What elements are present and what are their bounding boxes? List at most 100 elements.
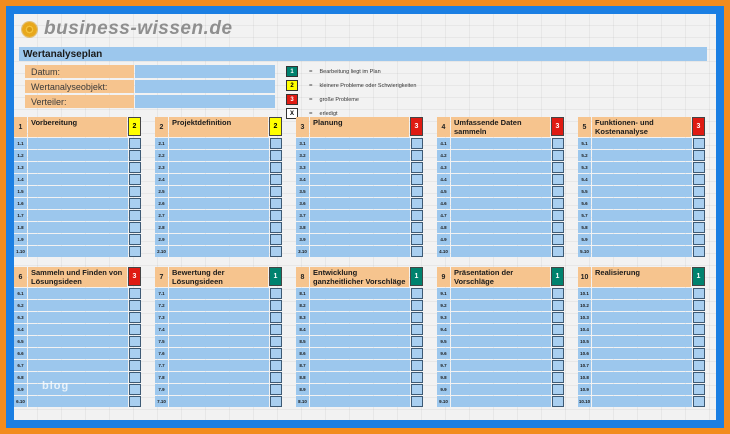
task-description-cell[interactable]: [169, 138, 269, 149]
task-status-checkbox[interactable]: [411, 312, 423, 323]
task-description-cell[interactable]: [592, 360, 692, 371]
task-description-cell[interactable]: [28, 234, 128, 245]
task-description-cell[interactable]: [169, 186, 269, 197]
task-status-checkbox[interactable]: [270, 162, 282, 173]
task-status-checkbox[interactable]: [129, 210, 141, 221]
task-status-checkbox[interactable]: [411, 300, 423, 311]
verteiler-input[interactable]: [135, 95, 275, 108]
task-status-checkbox[interactable]: [270, 210, 282, 221]
section-status-badge[interactable]: 1: [269, 267, 282, 286]
task-description-cell[interactable]: [310, 336, 410, 347]
task-status-checkbox[interactable]: [129, 300, 141, 311]
task-status-checkbox[interactable]: [552, 186, 564, 197]
task-status-checkbox[interactable]: [552, 372, 564, 383]
task-status-checkbox[interactable]: [411, 384, 423, 395]
task-status-checkbox[interactable]: [129, 288, 141, 299]
task-description-cell[interactable]: [169, 312, 269, 323]
task-description-cell[interactable]: [169, 324, 269, 335]
task-description-cell[interactable]: [592, 396, 692, 407]
task-status-checkbox[interactable]: [693, 198, 705, 209]
task-description-cell[interactable]: [310, 300, 410, 311]
task-status-checkbox[interactable]: [129, 312, 141, 323]
task-description-cell[interactable]: [592, 186, 692, 197]
task-status-checkbox[interactable]: [270, 174, 282, 185]
task-status-checkbox[interactable]: [411, 372, 423, 383]
task-status-checkbox[interactable]: [693, 396, 705, 407]
task-description-cell[interactable]: [451, 150, 551, 161]
task-status-checkbox[interactable]: [270, 324, 282, 335]
task-status-checkbox[interactable]: [129, 396, 141, 407]
task-status-checkbox[interactable]: [129, 138, 141, 149]
task-description-cell[interactable]: [310, 186, 410, 197]
task-status-checkbox[interactable]: [552, 396, 564, 407]
task-description-cell[interactable]: [169, 210, 269, 221]
task-description-cell[interactable]: [169, 288, 269, 299]
task-description-cell[interactable]: [169, 372, 269, 383]
task-status-checkbox[interactable]: [129, 162, 141, 173]
task-description-cell[interactable]: [169, 150, 269, 161]
task-description-cell[interactable]: [310, 360, 410, 371]
task-status-checkbox[interactable]: [693, 222, 705, 233]
task-description-cell[interactable]: [310, 138, 410, 149]
task-status-checkbox[interactable]: [552, 360, 564, 371]
task-description-cell[interactable]: [592, 324, 692, 335]
task-description-cell[interactable]: [28, 138, 128, 149]
task-description-cell[interactable]: [451, 186, 551, 197]
task-status-checkbox[interactable]: [693, 234, 705, 245]
task-status-checkbox[interactable]: [270, 360, 282, 371]
task-status-checkbox[interactable]: [552, 312, 564, 323]
task-description-cell[interactable]: [28, 150, 128, 161]
task-status-checkbox[interactable]: [129, 150, 141, 161]
section-status-badge[interactable]: 1: [692, 267, 705, 286]
task-description-cell[interactable]: [28, 288, 128, 299]
section-status-badge[interactable]: 3: [692, 117, 705, 136]
task-description-cell[interactable]: [169, 300, 269, 311]
task-description-cell[interactable]: [451, 312, 551, 323]
task-status-checkbox[interactable]: [552, 246, 564, 257]
section-status-badge[interactable]: 2: [269, 117, 282, 136]
task-description-cell[interactable]: [592, 312, 692, 323]
task-description-cell[interactable]: [310, 174, 410, 185]
task-status-checkbox[interactable]: [411, 138, 423, 149]
task-status-checkbox[interactable]: [411, 186, 423, 197]
task-status-checkbox[interactable]: [411, 396, 423, 407]
task-description-cell[interactable]: [169, 348, 269, 359]
task-description-cell[interactable]: [169, 336, 269, 347]
task-description-cell[interactable]: [28, 186, 128, 197]
task-status-checkbox[interactable]: [693, 288, 705, 299]
task-description-cell[interactable]: [310, 348, 410, 359]
section-status-badge[interactable]: 2: [128, 117, 141, 136]
task-status-checkbox[interactable]: [552, 234, 564, 245]
task-status-checkbox[interactable]: [693, 246, 705, 257]
task-description-cell[interactable]: [310, 324, 410, 335]
task-status-checkbox[interactable]: [411, 198, 423, 209]
task-status-checkbox[interactable]: [411, 162, 423, 173]
task-status-checkbox[interactable]: [552, 222, 564, 233]
section-status-badge[interactable]: 1: [410, 267, 423, 286]
task-status-checkbox[interactable]: [411, 324, 423, 335]
task-description-cell[interactable]: [592, 198, 692, 209]
task-status-checkbox[interactable]: [270, 246, 282, 257]
task-status-checkbox[interactable]: [552, 384, 564, 395]
task-status-checkbox[interactable]: [552, 324, 564, 335]
task-description-cell[interactable]: [28, 384, 128, 395]
task-description-cell[interactable]: [451, 324, 551, 335]
task-description-cell[interactable]: [169, 174, 269, 185]
task-status-checkbox[interactable]: [129, 246, 141, 257]
task-description-cell[interactable]: [169, 384, 269, 395]
task-status-checkbox[interactable]: [270, 336, 282, 347]
task-description-cell[interactable]: [451, 222, 551, 233]
task-status-checkbox[interactable]: [129, 222, 141, 233]
task-status-checkbox[interactable]: [411, 360, 423, 371]
task-description-cell[interactable]: [28, 198, 128, 209]
task-status-checkbox[interactable]: [129, 186, 141, 197]
task-description-cell[interactable]: [451, 246, 551, 257]
task-description-cell[interactable]: [28, 360, 128, 371]
section-status-badge[interactable]: 3: [128, 267, 141, 286]
task-description-cell[interactable]: [451, 336, 551, 347]
task-description-cell[interactable]: [28, 324, 128, 335]
task-description-cell[interactable]: [451, 234, 551, 245]
task-description-cell[interactable]: [592, 336, 692, 347]
task-description-cell[interactable]: [310, 210, 410, 221]
task-description-cell[interactable]: [169, 162, 269, 173]
